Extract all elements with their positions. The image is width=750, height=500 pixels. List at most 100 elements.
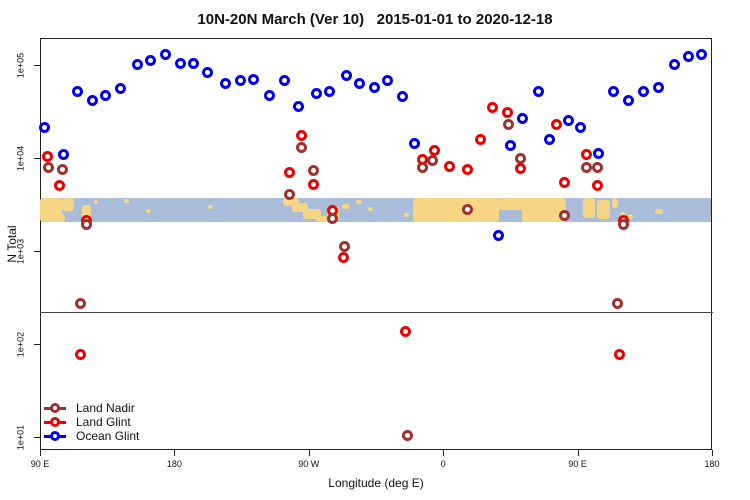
y-axis-tick-label: 1e+05: [15, 52, 26, 79]
data-point-land-glint: [53, 180, 65, 192]
data-point-land-glint: [551, 118, 563, 130]
data-point-land-glint: [581, 148, 593, 160]
data-point-ocean-glint: [397, 90, 409, 102]
data-point-land-nadir: [591, 161, 603, 173]
data-point-ocean-glint: [593, 147, 604, 159]
y-axis-tick: [34, 437, 40, 438]
chart-title: 10N-20N March (Ver 10) 2015-01-01 to 202…: [197, 11, 553, 28]
map-strip-land: [356, 200, 362, 204]
data-point-ocean-glint: [100, 89, 112, 101]
data-point-land-glint: [443, 160, 455, 172]
data-point-land-glint: [41, 151, 53, 163]
data-point-ocean-glint: [409, 138, 421, 150]
data-point-ocean-glint: [652, 81, 664, 93]
data-point-ocean-glint: [382, 75, 394, 87]
data-point-ocean-glint: [504, 140, 516, 152]
x-axis-tick: [443, 450, 445, 456]
data-point-ocean-glint: [575, 121, 587, 133]
data-point-ocean-glint: [264, 89, 276, 101]
y-axis-tick: [34, 65, 40, 66]
ocean-glint-marker-icon: [44, 429, 66, 443]
x-axis-tick: [174, 450, 176, 456]
map-strip-land: [655, 209, 663, 214]
data-point-ocean-glint: [115, 83, 127, 95]
legend-entry-land-nadir: Land Nadir: [44, 401, 139, 415]
data-point-land-glint: [307, 178, 319, 190]
land-nadir-marker-icon: [44, 401, 66, 415]
x-axis-tick: [577, 450, 579, 456]
data-point-ocean-glint: [492, 230, 504, 242]
map-strip-land: [368, 207, 373, 211]
y-axis-tick-label: 1e+02: [15, 331, 26, 358]
map-strip-land: [94, 200, 98, 204]
data-point-ocean-glint: [292, 100, 304, 112]
data-point-land-nadir: [56, 163, 68, 175]
chart-legend: Land Nadir Land Glint Ocean Glint: [44, 401, 139, 443]
data-point-land-nadir: [80, 218, 92, 230]
data-point-land-glint: [591, 180, 603, 192]
data-point-land-nadir: [461, 204, 473, 216]
data-point-land-nadir: [612, 298, 624, 310]
data-point-land-nadir: [427, 155, 439, 167]
map-strip-land: [208, 205, 213, 209]
legend-entry-ocean-glint: Ocean Glint: [44, 429, 139, 443]
y-axis-title: N Total: [5, 225, 19, 263]
data-point-ocean-glint: [324, 85, 336, 97]
data-point-ocean-glint: [563, 115, 575, 127]
data-point-ocean-glint: [637, 85, 649, 97]
y-axis-tick-label: 1e+04: [15, 145, 26, 172]
data-point-ocean-glint: [696, 48, 708, 60]
data-point-land-nadir: [618, 218, 630, 230]
data-point-ocean-glint: [516, 112, 528, 124]
x-axis-tick-label: 90 E: [568, 459, 587, 469]
data-point-land-glint: [558, 176, 570, 188]
data-point-land-glint: [428, 145, 440, 157]
x-axis-tick-label: 180: [704, 459, 720, 469]
y-axis-tick: [34, 158, 40, 159]
data-point-ocean-glint: [131, 58, 143, 70]
map-strip-land: [283, 198, 299, 206]
data-point-ocean-glint: [682, 51, 694, 63]
data-point-ocean-glint: [533, 85, 545, 97]
data-point-ocean-glint: [279, 75, 291, 87]
y-axis-tick: [34, 344, 40, 345]
data-point-ocean-glint: [369, 82, 380, 94]
data-point-land-nadir: [283, 188, 295, 200]
x-axis-tick-label: 0: [440, 459, 446, 469]
data-point-land-glint: [283, 167, 295, 179]
map-strip-land: [303, 209, 321, 219]
map-strip-land: [413, 198, 499, 222]
data-point-ocean-glint: [669, 58, 681, 70]
data-point-ocean-glint: [86, 94, 98, 106]
data-point-ocean-glint: [174, 57, 186, 69]
map-strip-land: [40, 198, 62, 222]
map-strip-land: [583, 198, 595, 218]
map-strip-ocean: [41, 198, 711, 222]
data-point-land-glint: [501, 106, 513, 118]
data-point-ocean-glint: [159, 48, 171, 60]
x-axis-tick-label: 180: [166, 459, 182, 469]
plot-area: [40, 38, 712, 450]
map-strip-land: [124, 199, 129, 203]
data-point-land-nadir: [43, 161, 55, 173]
data-point-land-glint: [613, 348, 625, 360]
x-axis-tick: [712, 450, 713, 456]
data-point-land-nadir: [295, 141, 307, 153]
legend-label: Ocean Glint: [76, 429, 140, 443]
y-axis-tick-label: 1e+01: [15, 424, 26, 451]
data-point-land-nadir: [558, 210, 570, 222]
data-point-ocean-glint: [543, 133, 555, 145]
data-point-land-glint: [461, 163, 473, 175]
map-strip-land: [404, 213, 409, 217]
map-strip-land: [82, 205, 91, 222]
map-strip-land: [498, 198, 528, 210]
data-point-land-nadir: [416, 161, 428, 173]
map-strip-land: [597, 200, 610, 219]
data-point-land-glint: [515, 162, 527, 174]
data-point-land-glint: [74, 348, 86, 360]
data-point-ocean-glint: [38, 121, 50, 133]
data-point-ocean-glint: [248, 74, 260, 86]
data-point-ocean-glint: [310, 88, 322, 100]
data-point-land-glint: [486, 101, 498, 113]
